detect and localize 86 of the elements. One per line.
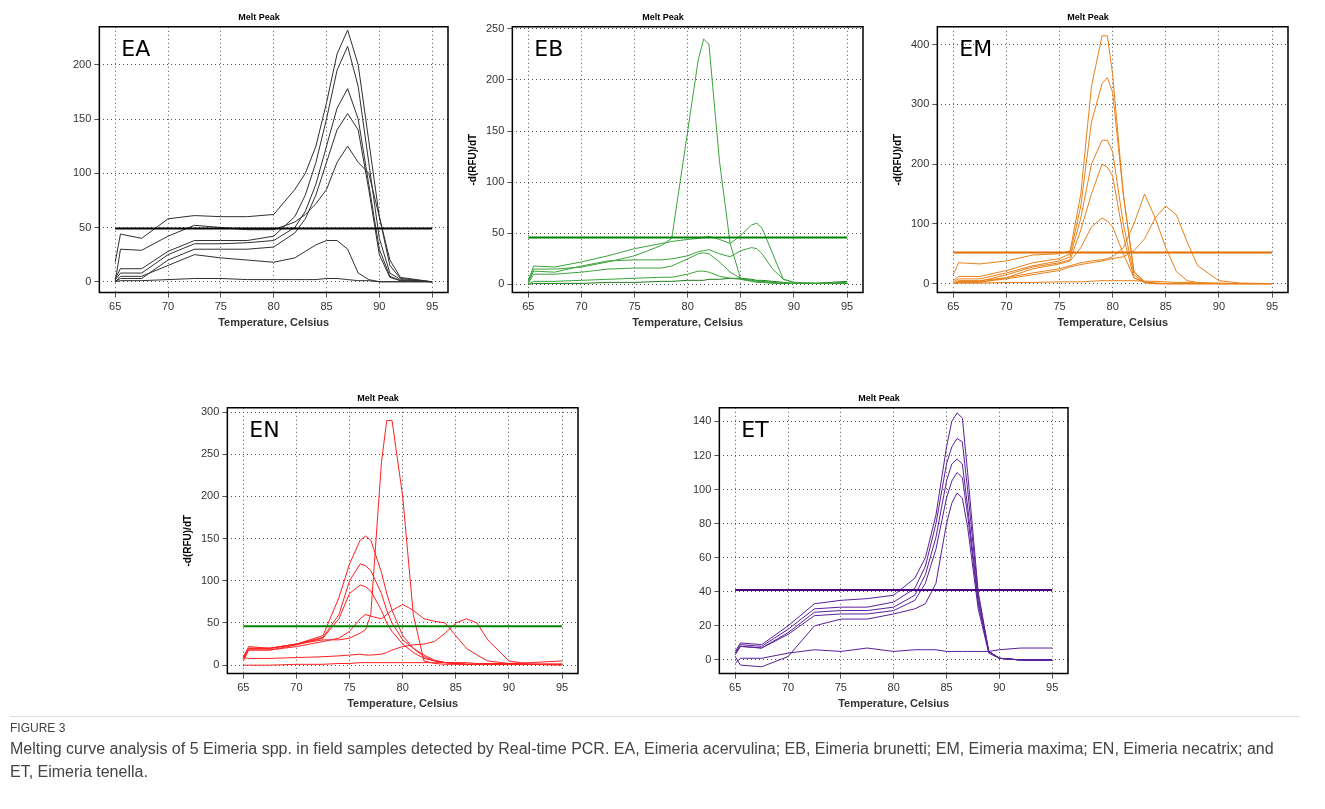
y-tick-label: 400 — [910, 37, 930, 50]
x-tick-label: 75 — [343, 681, 356, 694]
x-tick-label: 65 — [522, 300, 535, 313]
y-tick-label: 0 — [705, 653, 712, 665]
x-tick-label: 70 — [290, 681, 303, 694]
x-tick-label: 90 — [993, 681, 1006, 694]
x-tick-label: 75 — [834, 681, 847, 694]
y-tick-label: 50 — [207, 616, 220, 628]
y-tick-label: 250 — [485, 21, 505, 34]
y-tick-label: 140 — [692, 414, 712, 427]
x-tick-label: 70 — [1000, 300, 1013, 313]
y-tick-label: 100 — [72, 166, 92, 179]
text: FIGURE 3 — [10, 721, 67, 735]
annotation: EB — [534, 35, 564, 61]
y-tick-label: 80 — [699, 516, 712, 529]
x-tick-label: 80 — [396, 681, 409, 694]
x-tick-label: 90 — [787, 300, 801, 313]
x-axis-title: Temperature, Celsius — [838, 697, 950, 710]
y-tick-label: 20 — [699, 618, 712, 631]
x-tick-label: 95 — [555, 681, 569, 694]
chart-title: Melt Peak — [858, 392, 901, 403]
x-tick-label: 75 — [628, 300, 641, 313]
x-tick-label: 95 — [426, 300, 439, 313]
y-tick-label: 300 — [910, 97, 930, 110]
y-tick-label: 200 — [200, 489, 220, 502]
x-tick-label: 85 — [1159, 300, 1172, 313]
x-tick-label: 95 — [840, 300, 854, 313]
x-axis-title: Temperature, Celsius — [218, 316, 330, 329]
x-tick-label: 80 — [681, 300, 694, 313]
x-tick-label: 80 — [1106, 300, 1119, 313]
annotation: EM — [959, 35, 993, 61]
y-tick-label: 50 — [492, 226, 505, 239]
x-axis-title: Temperature, Celsius — [632, 316, 744, 329]
y-tick-label: 150 — [200, 531, 220, 544]
y-tick-label: 100 — [910, 216, 930, 229]
y-tick-label: 200 — [72, 57, 92, 70]
x-tick-label: 80 — [887, 681, 900, 694]
y-tick-label: 200 — [910, 157, 930, 170]
y-axis-title: -d(RFU)/dT — [181, 514, 193, 567]
x-tick-label: 95 — [1265, 300, 1279, 313]
x-axis-title: Temperature, Celsius — [347, 697, 459, 710]
y-tick-label: 300 — [200, 405, 220, 418]
x-tick-label: 75 — [1053, 300, 1066, 313]
x-tick-label: 90 — [1212, 300, 1226, 313]
y-tick-label: 0 — [498, 277, 505, 290]
text: Melting curve analysis of 5 Eimeria spp. in field samples detected by Real-time PCR. EA, Eimeria acervulina; EB, Eimeria brunetti; EM, Eimeria maxima; EN, Eimeria necatrix; and ET, Eimeria tenella. — [10, 739, 1275, 782]
y-tick-label: 250 — [200, 447, 220, 460]
x-tick-label: 90 — [502, 681, 516, 694]
x-tick-label: 85 — [734, 300, 747, 313]
chart-title: Melt Peak — [1067, 11, 1110, 22]
x-tick-label: 85 — [320, 300, 333, 313]
x-tick-label: 75 — [214, 300, 227, 313]
annotation: EN — [249, 416, 280, 442]
y-tick-label: 120 — [692, 448, 712, 461]
annotation: EA — [121, 35, 151, 61]
x-tick-label: 85 — [449, 681, 462, 694]
y-axis-title: -d(RFU)/dT — [891, 133, 903, 186]
x-tick-label: 80 — [267, 300, 280, 313]
x-tick-label: 90 — [373, 300, 386, 313]
x-tick-label: 70 — [161, 300, 175, 313]
y-tick-label: 60 — [699, 550, 712, 563]
x-tick-label: 70 — [575, 300, 588, 313]
annotation: ET — [741, 416, 770, 442]
y-tick-label: 0 — [213, 658, 220, 671]
y-tick-label: 50 — [79, 220, 92, 233]
x-tick-label: 65 — [237, 681, 250, 694]
y-tick-label: 0 — [85, 274, 92, 287]
chart-title: Melt Peak — [357, 392, 400, 403]
chart-title: Melt Peak — [238, 11, 281, 22]
y-tick-label: 100 — [692, 482, 712, 495]
x-axis-title: Temperature, Celsius — [1057, 316, 1169, 329]
y-tick-label: 100 — [200, 573, 220, 586]
y-tick-label: 200 — [485, 72, 505, 85]
y-tick-label: 100 — [485, 175, 505, 188]
x-tick-label: 65 — [109, 300, 122, 313]
x-tick-label: 95 — [1046, 681, 1059, 694]
chart-title: Melt Peak — [642, 11, 685, 22]
y-tick-label: 150 — [72, 112, 92, 125]
x-tick-label: 70 — [781, 681, 795, 694]
x-tick-label: 85 — [940, 681, 953, 694]
x-tick-label: 65 — [947, 300, 960, 313]
x-tick-label: 65 — [729, 681, 742, 694]
y-tick-label: 0 — [923, 276, 930, 289]
y-tick-label: 40 — [699, 584, 712, 597]
y-axis-title: -d(RFU)/dT — [466, 133, 478, 186]
y-tick-label: 150 — [485, 124, 505, 137]
